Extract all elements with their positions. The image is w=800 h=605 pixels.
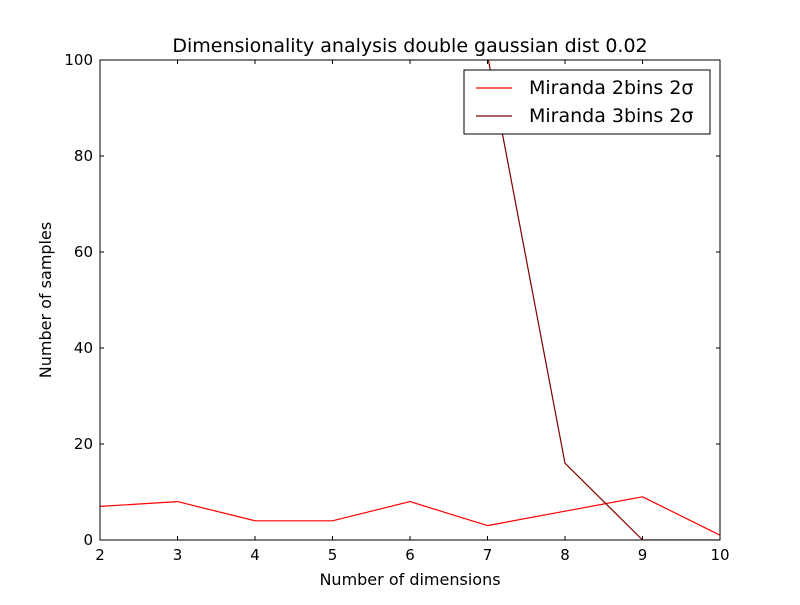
y-tick-label: 60 xyxy=(74,243,93,261)
x-tick-label: 5 xyxy=(328,546,338,564)
legend-label-1: Miranda 2bins 2σ xyxy=(529,77,693,99)
x-tick-label: 4 xyxy=(250,546,260,564)
series-line-1 xyxy=(100,496,720,536)
legend: Miranda 2bins 2σ Miranda 3bins 2σ xyxy=(463,69,711,135)
legend-frame xyxy=(463,69,711,135)
x-tick-label: 2 xyxy=(95,546,105,564)
y-axis: 0 20 40 60 80 100 xyxy=(64,51,720,549)
x-tick-label: 9 xyxy=(638,546,648,564)
chart-title: Dimensionality analysis double gaussian … xyxy=(172,35,647,57)
x-tick-label: 7 xyxy=(483,546,493,564)
x-tick-label: 6 xyxy=(405,546,415,564)
y-tick-label: 40 xyxy=(74,339,93,357)
y-tick-label: 80 xyxy=(74,147,93,165)
x-axis-label: Number of dimensions xyxy=(319,570,500,589)
y-tick-label: 100 xyxy=(64,51,93,69)
y-tick-label: 0 xyxy=(83,531,93,549)
series-layer xyxy=(100,60,720,540)
x-tick-label: 8 xyxy=(560,546,570,564)
y-axis-label: Number of samples xyxy=(36,222,55,378)
x-axis: 2 3 4 5 6 7 8 9 10 xyxy=(95,60,730,564)
legend-label-2: Miranda 3bins 2σ xyxy=(529,105,693,127)
x-tick-label: 10 xyxy=(710,546,729,564)
x-tick-label: 3 xyxy=(173,546,183,564)
series-line-2 xyxy=(487,60,720,540)
y-tick-label: 20 xyxy=(74,435,93,453)
